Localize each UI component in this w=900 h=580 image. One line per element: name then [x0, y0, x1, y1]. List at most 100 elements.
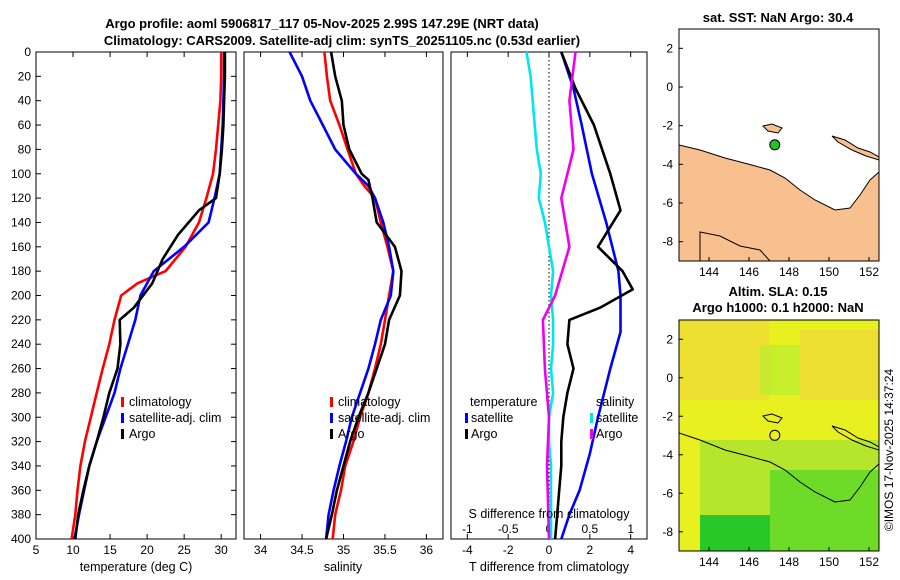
sla-patch: [760, 345, 800, 395]
new-guinea-coastline: [679, 432, 879, 503]
legend-climatology: climatology: [338, 395, 401, 409]
x-tick-label: 5: [33, 543, 40, 557]
legend-swatch-satellite: [121, 413, 124, 423]
legend-salinity-header: salinity: [596, 395, 635, 409]
map-y-tick-label: 0: [666, 80, 673, 94]
x-tick-label: 15: [103, 543, 117, 557]
series-line-argo: [74, 52, 227, 540]
map-y-tick-label: -6: [662, 486, 673, 500]
y-tick-label: 280: [11, 386, 31, 400]
t-difference-x-axis: -4 -2 0 2 4: [462, 52, 634, 557]
legend-swatch-climatology: [121, 397, 124, 407]
top-tick-label: 1: [627, 522, 634, 536]
x-tick-label: 10: [66, 543, 80, 557]
legend-temperature-header: temperature: [470, 395, 537, 409]
map-y-tick-label: -8: [662, 525, 673, 539]
x-tick-label: 30: [215, 543, 229, 557]
map-x-tick-label: 148: [779, 555, 799, 569]
y-tick-label: 300: [11, 410, 31, 424]
s-difference-x-axis: -1 -0.5 0 0.5 1: [462, 522, 634, 536]
x-tick-label: 36: [420, 543, 434, 557]
figure-title-line1: Argo profile: aoml 5906817_117 05-Nov-20…: [105, 16, 539, 31]
map-y-tick-label: -2: [662, 119, 673, 133]
map-y-tick-label: -4: [662, 448, 673, 462]
y-tick-label: 360: [11, 483, 31, 497]
new-britain-coastline: [831, 425, 879, 451]
salinity-panel: 34 34.5 35 35.5 36 salinity climatology sate…: [243, 51, 444, 574]
new-britain-island: [831, 135, 879, 161]
t-difference-xlabel: T difference from climatology: [469, 560, 630, 574]
figure-title-line2: Climatology: CARS2009. Satellite-adj cli…: [104, 33, 580, 48]
series-line-argo: [324, 51, 403, 540]
map-y-tick-label: -8: [662, 235, 673, 249]
sst-land: [679, 123, 879, 261]
x-tick-label: 0: [546, 543, 553, 557]
salinity-x-axis: 34 34.5 35 35.5 36: [254, 52, 434, 557]
temperature-series: [70, 52, 227, 540]
series-line-salinity-satellite: [560, 51, 622, 540]
legend-climatology: climatology: [129, 395, 192, 409]
map-y-tick-label: 0: [666, 371, 673, 385]
x-tick-label: 4: [627, 543, 634, 557]
map-y-tick-label: 2: [666, 41, 673, 55]
sla-map-title-line1: Altim. SLA: 0.15: [729, 284, 828, 299]
legend-swatch-satellite: [330, 413, 333, 423]
map-x-tick-label: 148: [779, 265, 799, 279]
legend-satellite: satellite-adj. clim: [338, 411, 430, 425]
x-tick-label: 20: [140, 543, 154, 557]
y-tick-label: 320: [11, 435, 31, 449]
legend-swatch-sal-argo: [590, 429, 593, 439]
y-tick-label: 0: [24, 45, 31, 59]
salinity-xlabel: salinity: [324, 560, 363, 574]
temperature-panel: 0204060801001201401601802002202402602803…: [11, 45, 647, 574]
sst-map-title: sat. SST: NaN Argo: 30.4: [703, 10, 854, 25]
series-line-satellite-adj-clim: [288, 51, 395, 540]
new-guinea-landmass: [679, 144, 879, 261]
sst-map-ticks: 144 146 148 150 152 2 0 -2 -4 -6 -8: [662, 41, 879, 279]
manus-coastline: [762, 413, 783, 424]
sla-map-panel: Altim. SLA: 0.15 Argo h1000: 0.1 h2000: …: [662, 284, 880, 569]
s-difference-xlabel: S difference from climatology: [469, 507, 631, 521]
legend-swatch-argo: [330, 429, 333, 439]
y-tick-label: 240: [11, 337, 31, 351]
y-tick-label: 200: [11, 289, 31, 303]
top-tick-label: -1: [462, 522, 473, 536]
map-x-tick-label: 144: [699, 555, 719, 569]
x-tick-label: 25: [177, 543, 191, 557]
difference-legend: temperature satellite Argo salinity sate…: [465, 395, 638, 441]
temperature-x-axis: 5 10 15 20 25 30: [33, 52, 229, 557]
legend-temp-satellite: satellite: [471, 411, 513, 425]
temperature-axes: [35, 51, 237, 540]
legend-sal-satellite: satellite: [596, 411, 638, 425]
map-y-tick-label: -6: [662, 196, 673, 210]
sla-map-frame: [678, 319, 880, 552]
y-tick-label: 380: [11, 508, 31, 522]
y-tick-label: 220: [11, 313, 31, 327]
timestamp-watermark: ©IMOS 17-Nov-2025 14:37:24: [882, 369, 896, 532]
y-tick-label: 180: [11, 264, 31, 278]
series-line-temperature-argo: [553, 51, 635, 540]
map-x-tick-label: 150: [819, 555, 839, 569]
y-tick-label: 20: [18, 69, 32, 83]
y-tick-label: 260: [11, 362, 31, 376]
map-x-tick-label: 144: [699, 265, 719, 279]
legend-temp-argo: Argo: [471, 427, 497, 441]
legend-swatch-temp-satellite: [465, 413, 468, 423]
argo-position-marker: [769, 429, 781, 441]
x-tick-label: -2: [503, 543, 514, 557]
y-tick-label: 160: [11, 240, 31, 254]
difference-panel: -4 -2 0 2 4 -1 -0.5 0 0.5 1 T difference from cl…: [450, 51, 648, 574]
coastline-detail: [699, 231, 771, 261]
map-x-tick-label: 146: [739, 555, 759, 569]
sst-map-frame: [678, 28, 880, 262]
salinity-series: [288, 51, 403, 540]
map-x-tick-label: 146: [739, 265, 759, 279]
map-x-tick-label: 152: [859, 555, 879, 569]
sla-field: [679, 320, 879, 551]
manus-island: [762, 123, 783, 134]
top-tick-label: 0.5: [581, 522, 598, 536]
legend-satellite: satellite-adj. clim: [129, 411, 221, 425]
series-line-climatology: [70, 52, 223, 540]
series-line-salinity-argo: [541, 51, 577, 540]
